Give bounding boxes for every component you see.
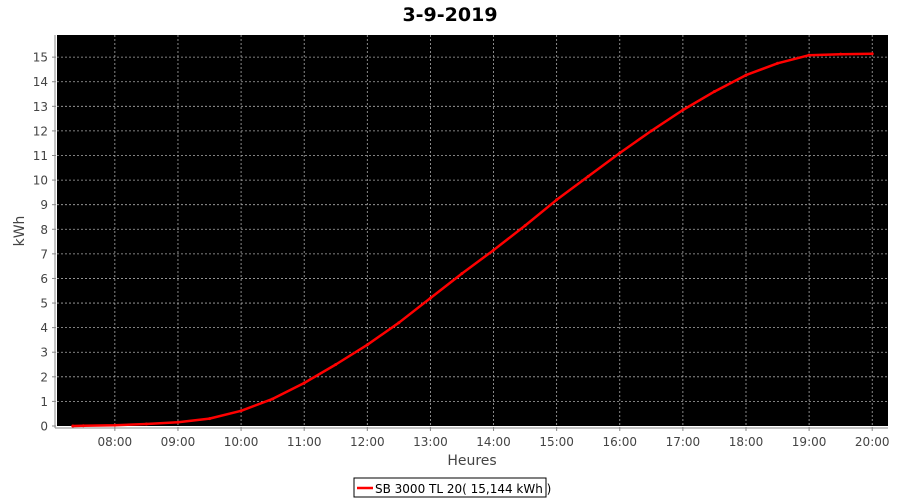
y-tick-label: 9 xyxy=(40,198,48,212)
x-tick-label: 19:00 xyxy=(792,435,827,449)
y-tick-label: 2 xyxy=(40,370,48,384)
legend-box xyxy=(353,477,547,498)
data-point xyxy=(492,248,496,252)
x-tick-label: 18:00 xyxy=(729,435,764,449)
legend-label: SB 3000 TL 20( 15,144 kWh ) xyxy=(375,482,551,496)
data-point xyxy=(649,129,653,133)
y-tick-label: 13 xyxy=(33,100,48,114)
y-tick-label: 8 xyxy=(40,223,48,237)
y-tick-label: 7 xyxy=(40,247,48,261)
y-tick-label: 4 xyxy=(40,321,48,335)
y-tick-label: 0 xyxy=(40,420,48,434)
y-tick-label: 15 xyxy=(33,51,48,65)
axes xyxy=(52,35,888,431)
data-point xyxy=(144,422,148,426)
data-point xyxy=(839,52,843,56)
data-point xyxy=(807,53,811,57)
data-point xyxy=(586,174,590,178)
data-point xyxy=(428,296,432,300)
data-point xyxy=(113,423,117,427)
x-tick-label: 15:00 xyxy=(539,435,574,449)
data-point xyxy=(555,198,559,202)
data-point xyxy=(271,397,275,401)
data-point xyxy=(208,417,212,421)
data-point xyxy=(870,52,874,56)
data-point xyxy=(81,424,85,428)
y-tick-label: 14 xyxy=(33,75,48,89)
y-tick-label: 10 xyxy=(33,174,48,188)
chart-title: 3-9-2019 xyxy=(402,4,497,26)
x-tick-label: 08:00 xyxy=(98,435,133,449)
y-tick-label: 11 xyxy=(33,149,48,163)
data-point xyxy=(365,343,369,347)
y-axis-label: kWh xyxy=(12,216,28,247)
data-point xyxy=(523,224,527,228)
x-tick-label: 11:00 xyxy=(287,435,322,449)
grid-lines xyxy=(57,35,888,426)
data-point xyxy=(712,90,716,94)
data-point xyxy=(176,420,180,424)
y-tick-label: 5 xyxy=(40,297,48,311)
x-tick-label: 12:00 xyxy=(350,435,385,449)
data-point xyxy=(744,73,748,77)
y-tick-label: 1 xyxy=(40,395,48,409)
y-tick-label: 6 xyxy=(40,272,48,286)
x-tick-label: 09:00 xyxy=(161,435,196,449)
data-point xyxy=(460,272,464,276)
x-tick-label: 13:00 xyxy=(413,435,448,449)
x-tick-label: 16:00 xyxy=(602,435,637,449)
x-tick-label: 10:00 xyxy=(224,435,259,449)
x-tick-label: 17:00 xyxy=(666,435,701,449)
data-point xyxy=(334,363,338,367)
series-layer xyxy=(71,52,874,428)
data-point xyxy=(71,424,75,428)
x-tick-label: 20:00 xyxy=(855,435,890,449)
data-point xyxy=(618,151,622,155)
data-point xyxy=(397,321,401,325)
data-point xyxy=(239,409,243,413)
x-axis-label: Heures xyxy=(447,453,496,469)
data-point xyxy=(681,108,685,112)
x-tick-label: 14:00 xyxy=(476,435,511,449)
data-point xyxy=(302,381,306,385)
y-tick-label: 3 xyxy=(40,346,48,360)
y-tick-label: 12 xyxy=(33,124,48,138)
legend: SB 3000 TL 20( 15,144 kWh ) xyxy=(353,477,551,498)
data-point xyxy=(776,61,780,65)
plot-area xyxy=(57,35,888,426)
